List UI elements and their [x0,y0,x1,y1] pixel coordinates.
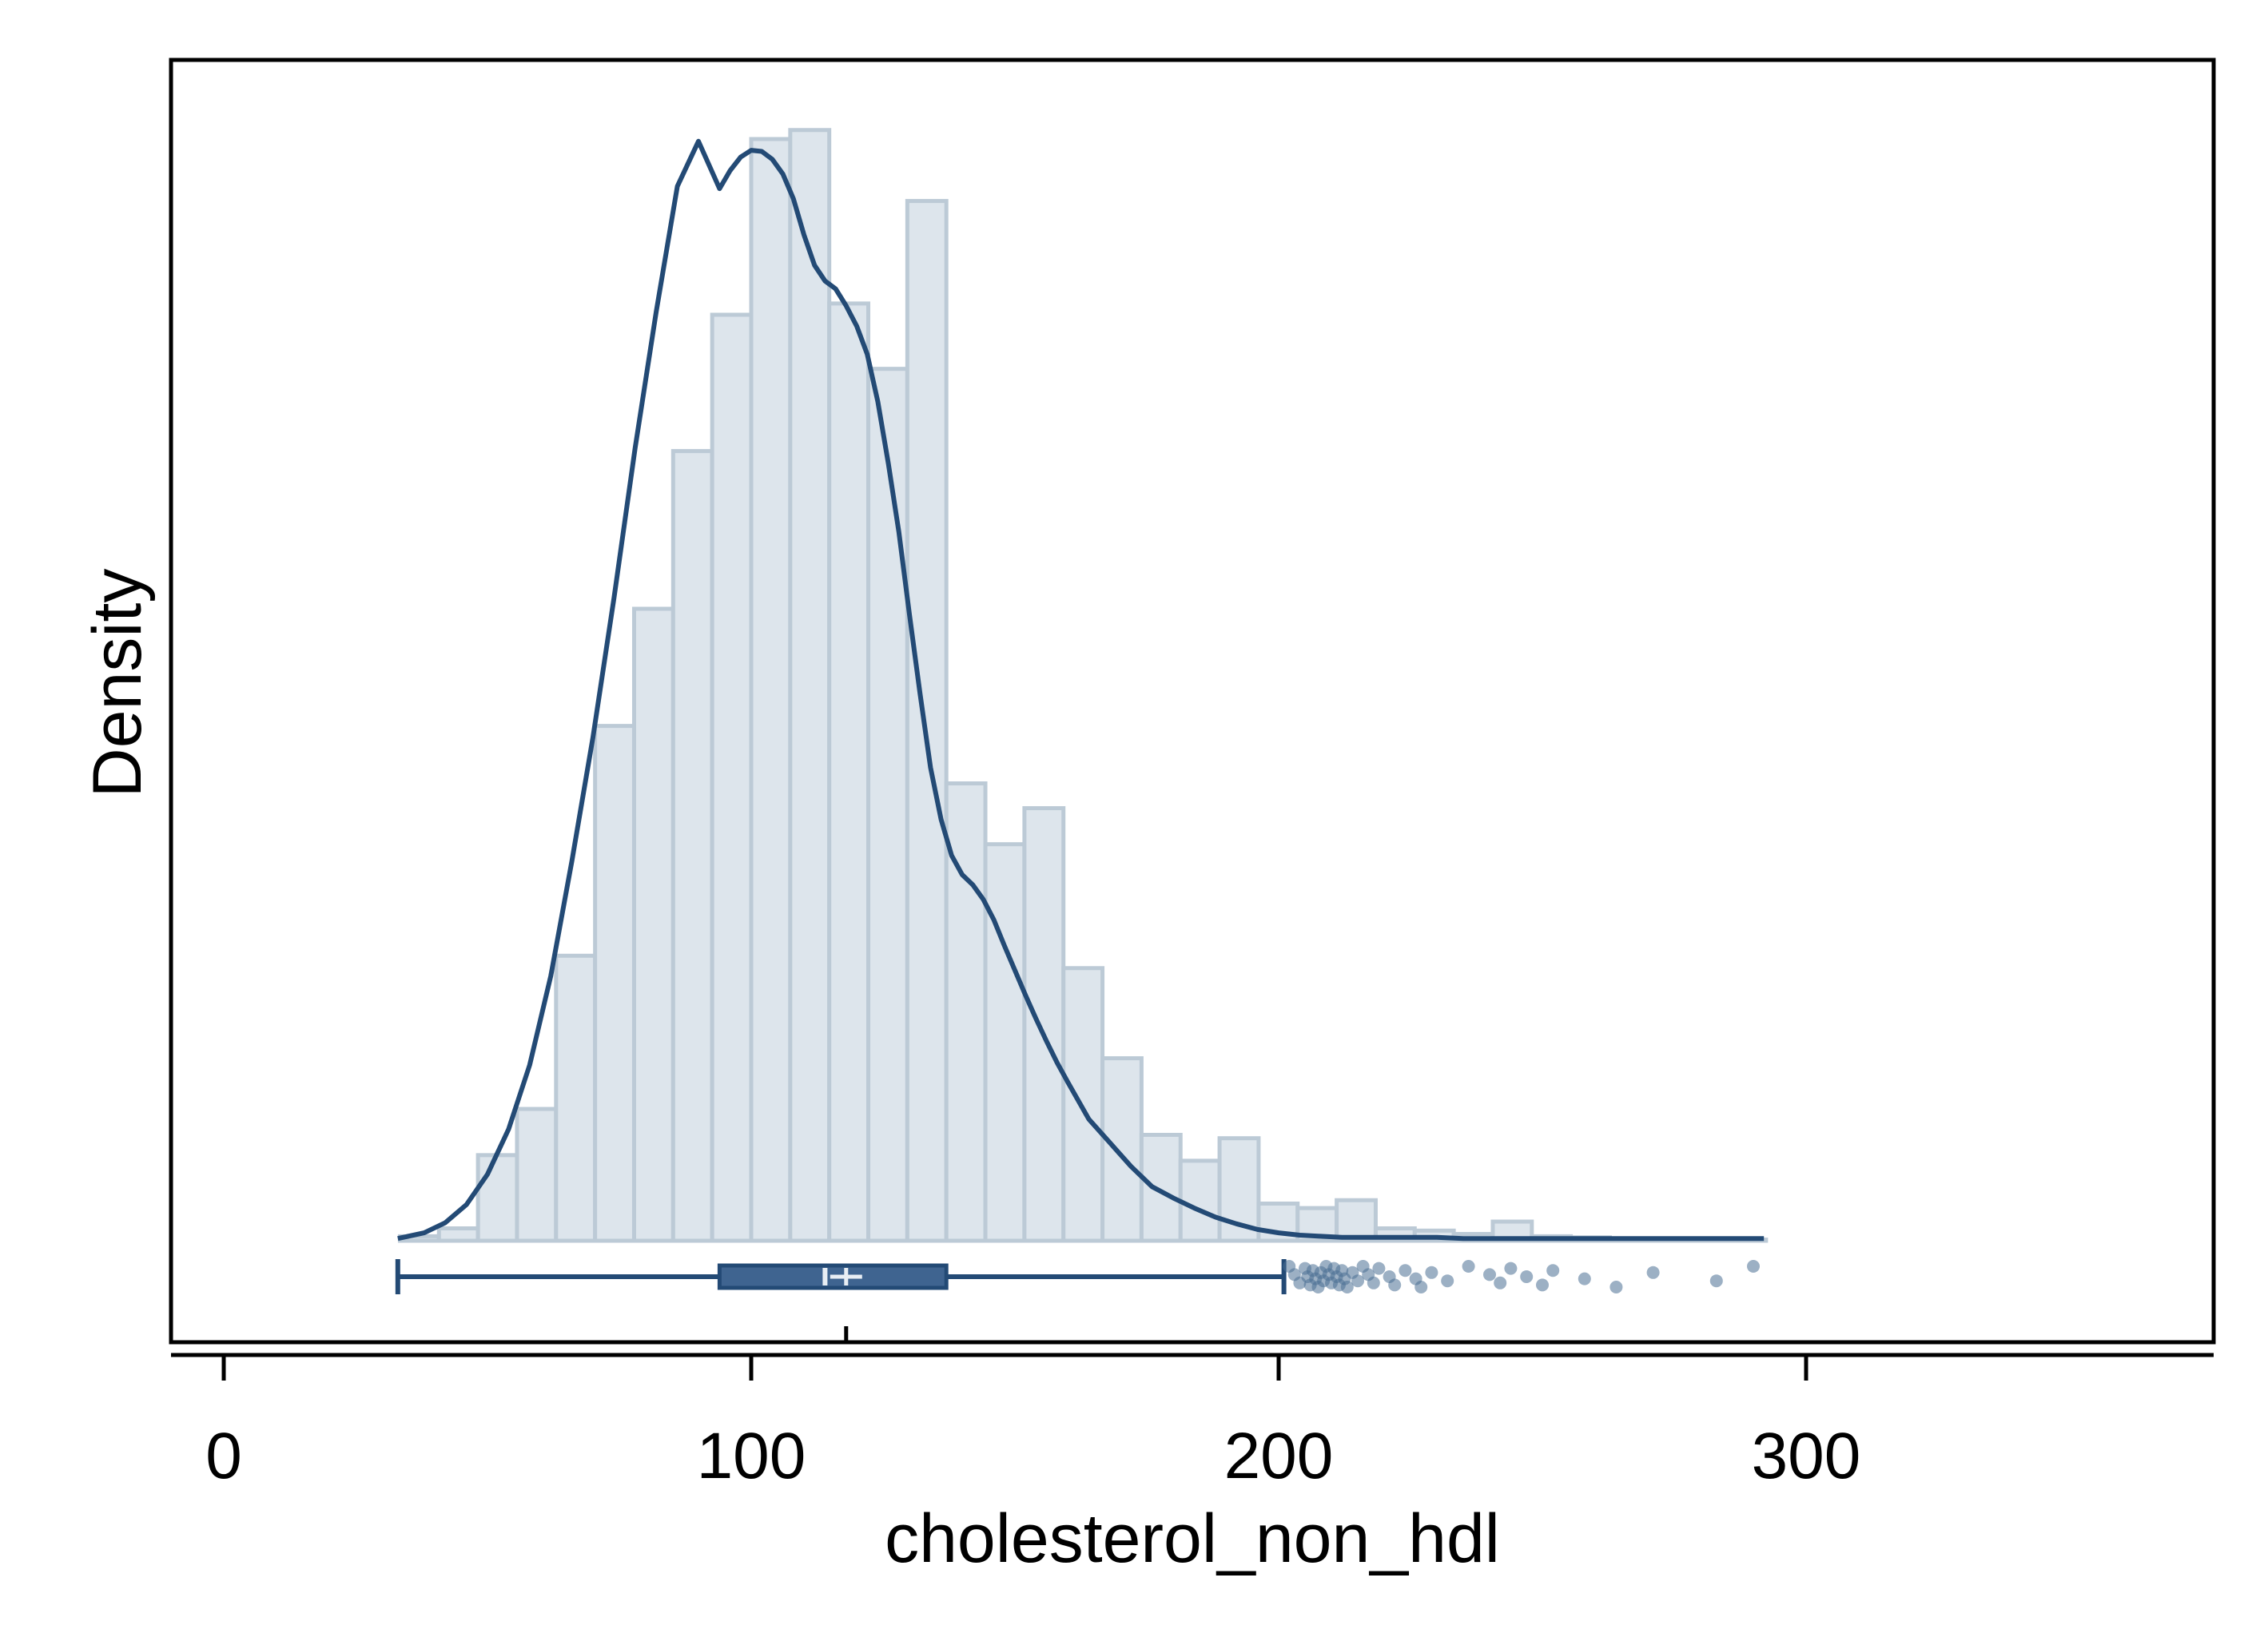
histogram-bar [749,137,793,1243]
histogram-bar [1139,1132,1183,1243]
histogram-bar [1335,1198,1378,1243]
outlier-point [1709,1274,1723,1288]
histogram-bar [1178,1158,1222,1243]
outlier-point [1399,1264,1412,1277]
histogram-bar [1100,1056,1144,1243]
histogram-bar [515,1107,559,1243]
histogram-bar [554,953,598,1243]
outlier-point [1546,1264,1560,1277]
outlier-point [1351,1274,1364,1288]
density-curve [397,138,1765,1242]
x-tick-label: 300 [1752,1420,1861,1492]
outlier-point [1425,1266,1438,1279]
x-tick-label: 0 [205,1420,242,1492]
outlier-point [1578,1272,1591,1285]
x-axis-title: cholesterol_non_hdl [885,1500,1500,1577]
histogram-bar [827,301,871,1243]
outlier-point [1646,1266,1660,1279]
histogram-bar [593,724,636,1243]
plot-area [395,128,1769,1294]
histogram-bar [1022,806,1066,1243]
outlier-point [1441,1274,1454,1288]
outlier-point [1520,1270,1534,1283]
outlier-point [1372,1262,1386,1275]
histogram-bar [983,842,1027,1243]
plot-frame [169,58,2216,1345]
histogram-bar [1061,966,1105,1243]
histogram-bar [475,1153,519,1243]
y-axis-title: Density [79,569,156,798]
outlier-point [1340,1281,1354,1293]
histogram-bar [670,449,714,1243]
histogram-bar [436,1226,480,1243]
outlier-point [1747,1260,1760,1273]
axes: 0 100 200 300 [169,58,2216,1492]
outlier-point [1462,1260,1475,1273]
outlier-point [1367,1276,1380,1289]
histogram-bar [788,128,832,1243]
histogram-bar [905,199,949,1243]
histogram-bar [631,606,675,1243]
x-tick-label: 100 [697,1420,806,1492]
outlier-point [1388,1278,1402,1292]
outlier-point [1415,1281,1428,1293]
outlier-point [1494,1276,1507,1289]
histogram-bar [710,312,754,1243]
outlier-point [1536,1278,1549,1292]
outlier-point [1609,1281,1623,1293]
x-tick-label: 200 [1224,1420,1334,1492]
outlier-point [1483,1268,1496,1281]
histogram-bar [866,367,909,1243]
outlier-point [1504,1262,1518,1275]
